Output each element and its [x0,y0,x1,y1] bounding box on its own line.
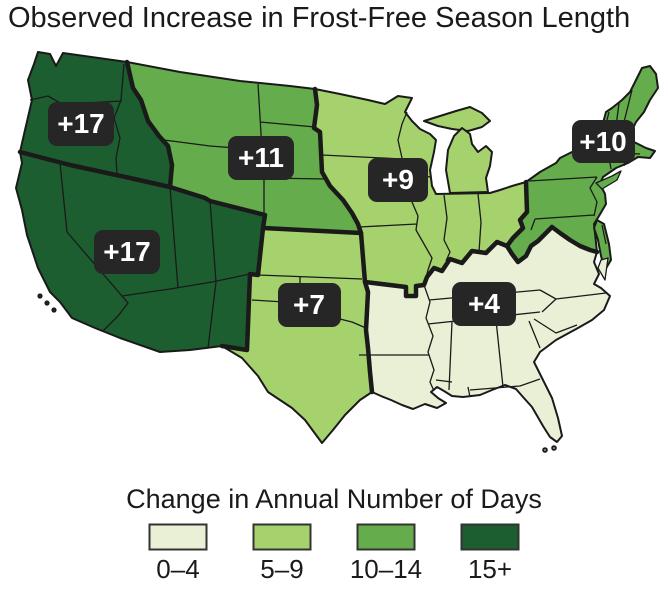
legend-item: 10–14 [348,523,424,585]
label-southwest: +17 [94,230,160,274]
label-value: +17 [57,108,105,139]
region-northeast [506,65,659,263]
region-michigan-upper-peninsula [423,106,491,132]
label-box [368,158,428,202]
channel-island [37,293,43,299]
label-box [94,230,160,274]
region-delmarva-virginia-tip [597,257,609,281]
label-value: +9 [382,164,414,195]
legend-swatch-box [356,523,416,551]
legend-swatch-box [460,523,520,551]
label-northern-great-plains: +11 [228,136,294,180]
legend-title: Change in Annual Number of Days [126,484,542,514]
label-northeast: +10 [572,120,635,163]
legend-swatch-box [148,523,208,551]
boundary-midwest-southeast [362,239,510,299]
label-midwest: +9 [368,158,428,202]
boundary-northwest [17,59,175,190]
florida-key [551,445,557,451]
region-boundaries [17,59,600,395]
legend-bin-label: 10–14 [349,554,423,584]
label-value: +11 [238,142,284,173]
label-southern-great-plains: +7 [278,283,341,327]
boundary-midwest-northeast [504,179,530,249]
legend-bin-label: 0–4 [156,554,200,584]
label-box [48,102,114,146]
boundary-n-great-plains [260,86,364,236]
legend-item: 0–4 [140,523,216,585]
label-value: +4 [468,288,500,319]
label-northwest: +17 [48,102,114,146]
label-value: +17 [103,236,151,267]
legend-swatch [252,523,312,551]
label-value: +10 [579,126,627,157]
region-long-island [595,170,622,190]
legend-bin-label: 15+ [467,554,513,584]
label-box [228,136,294,180]
label-box [572,120,635,163]
legend: Change in Annual Number of Days 0–4 5–9 … [0,484,668,585]
label-southeast: +4 [452,282,516,326]
label-box [452,282,516,326]
channel-island [44,300,50,306]
legend-swatch [356,523,416,551]
state-lines-s-great-plains [251,274,367,329]
state-lines-southwest [59,162,251,349]
page-title: Observed Increase in Frost-Free Season L… [8,2,631,34]
label-value: +7 [293,289,325,320]
legend-swatch [460,523,520,551]
legend-item: 15+ [452,523,528,585]
channel-island [51,307,57,313]
legend-swatch-box [252,523,312,551]
region-value-labels: +17 +17 +11 +9 +7 +4 [48,102,635,327]
boundary-northeast-southeast [504,224,600,265]
region-michigan-lower-peninsula [445,127,493,194]
legend-item: 5–9 [244,523,320,585]
label-box [278,283,341,327]
florida-key [542,447,548,453]
legend-row: 0–4 5–9 10–14 15+ [0,523,668,585]
legend-bin-label: 5–9 [260,554,304,584]
legend-swatch [148,523,208,551]
